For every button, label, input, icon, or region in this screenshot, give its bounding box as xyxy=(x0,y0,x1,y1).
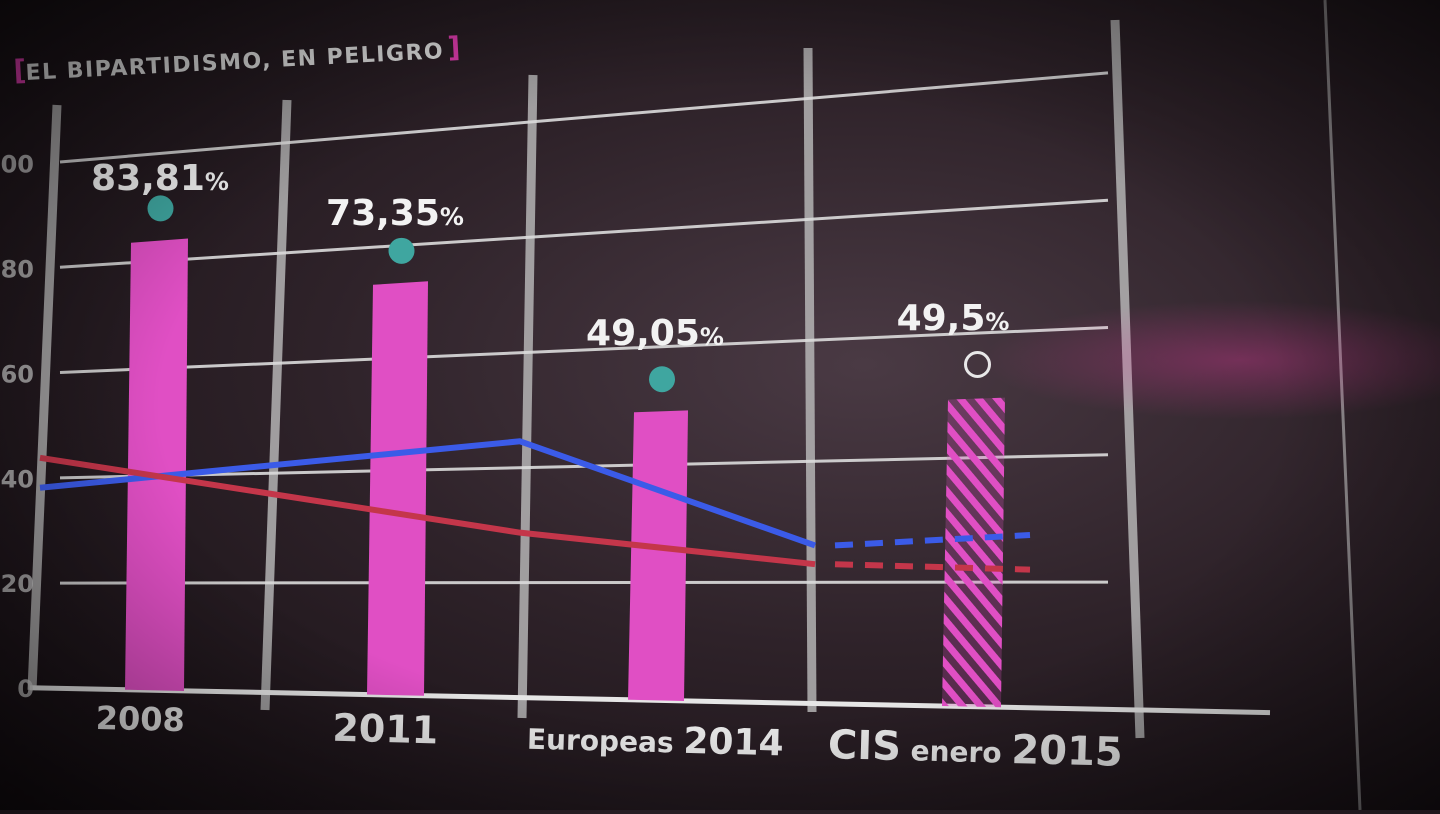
value-marker xyxy=(147,195,174,222)
title-bracket-close: ] xyxy=(447,30,462,64)
column-divider-4 xyxy=(1110,19,1145,739)
category-label: 2011 xyxy=(332,706,439,753)
y-tick-label: 100 xyxy=(0,151,34,179)
data-labels: 83,81% 73,35% 49,05% 49,5% xyxy=(91,158,1010,393)
category-label: 2008 xyxy=(95,699,185,739)
y-tick-label: 80 xyxy=(1,256,34,284)
gridline-80 xyxy=(59,198,1109,269)
bar-cis xyxy=(942,397,1005,708)
bar-2014 xyxy=(628,410,688,701)
column-divider-1 xyxy=(260,99,292,711)
gridline-100 xyxy=(59,71,1109,164)
value-marker xyxy=(388,237,415,264)
y-tick-label: 0 xyxy=(17,675,34,703)
y-tick-label: 40 xyxy=(1,465,34,493)
bar-value-label: 49,05% xyxy=(586,313,724,354)
screen-edge xyxy=(1323,0,1362,811)
category-label: CIS enero 2015 xyxy=(827,722,1123,776)
column-divider-2 xyxy=(517,74,538,719)
chart-title: [ EL BIPARTIDISMO, EN PELIGRO ] xyxy=(13,30,462,87)
bar-value-label: 49,5% xyxy=(897,298,1010,339)
chart-title-text: EL BIPARTIDISMO, EN PELIGRO xyxy=(25,39,445,86)
column-divider-0 xyxy=(27,104,62,691)
value-marker xyxy=(649,366,675,393)
bar-2008 xyxy=(125,238,188,691)
category-label: Europeas 2014 xyxy=(526,717,784,765)
projection-marker xyxy=(964,350,991,378)
chart-frame xyxy=(27,0,1362,811)
y-tick-label: 20 xyxy=(1,570,34,598)
bar-value-label: 83,81% xyxy=(91,158,229,199)
y-tick-label: 60 xyxy=(1,360,34,388)
column-divider-3 xyxy=(803,47,817,713)
bar-value-label: 73,35% xyxy=(326,193,464,234)
bar-2011 xyxy=(367,281,428,696)
